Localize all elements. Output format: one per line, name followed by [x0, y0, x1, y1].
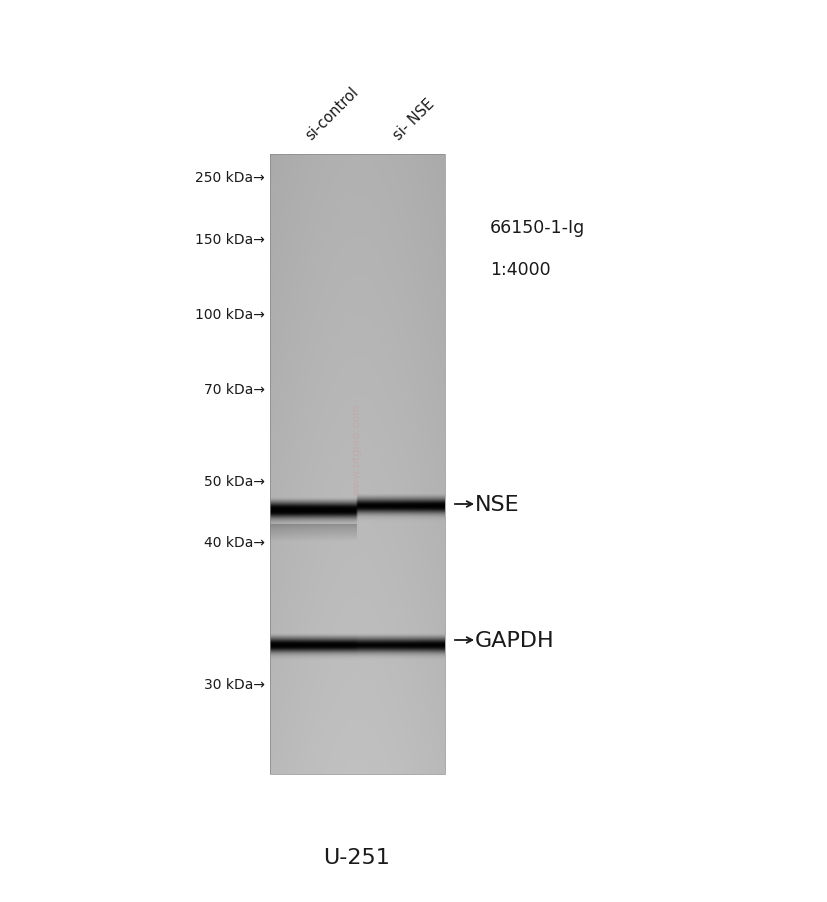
- Text: 66150-1-Ig: 66150-1-Ig: [490, 219, 586, 236]
- Text: 40 kDa→: 40 kDa→: [204, 536, 265, 549]
- Text: 70 kDa→: 70 kDa→: [204, 382, 265, 397]
- Text: U-251: U-251: [323, 847, 390, 867]
- Text: si- NSE: si- NSE: [390, 96, 437, 143]
- Text: GAPDH: GAPDH: [475, 630, 555, 650]
- Text: 150 kDa→: 150 kDa→: [195, 233, 265, 247]
- Text: 1:4000: 1:4000: [490, 261, 551, 279]
- Text: 50 kDa→: 50 kDa→: [204, 474, 265, 489]
- Text: www.ptglab.com: www.ptglab.com: [352, 403, 362, 496]
- Text: 250 kDa→: 250 kDa→: [195, 170, 265, 185]
- Text: 100 kDa→: 100 kDa→: [195, 308, 265, 322]
- Bar: [270, 155, 445, 774]
- Text: si-control: si-control: [303, 84, 361, 143]
- Text: 30 kDa→: 30 kDa→: [204, 677, 265, 691]
- Text: NSE: NSE: [475, 494, 519, 514]
